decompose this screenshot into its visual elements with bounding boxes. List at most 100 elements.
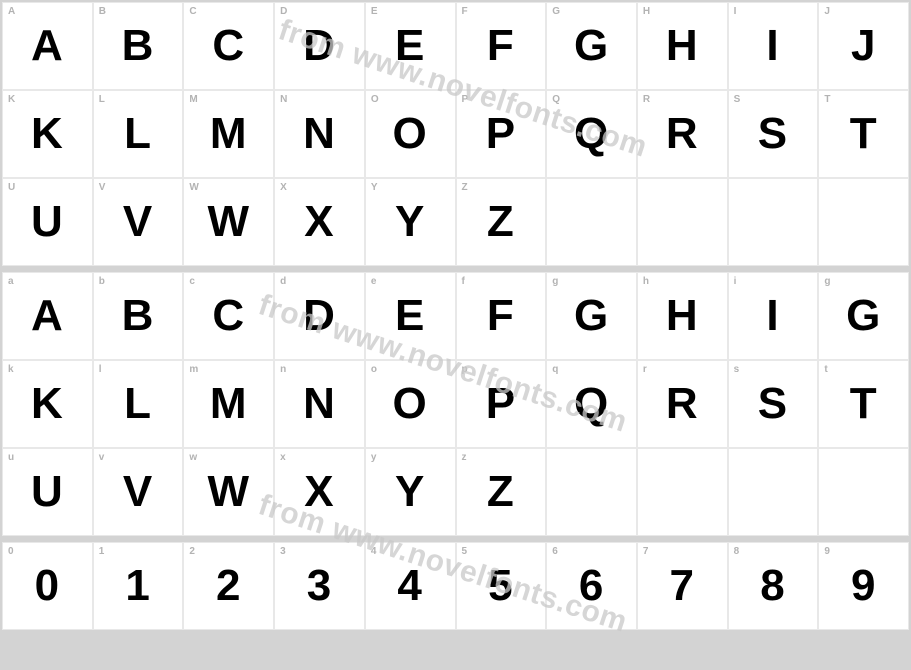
glyph-cell: UU	[2, 178, 93, 266]
cell-glyph: J	[851, 21, 876, 71]
cell-glyph: G	[574, 291, 609, 341]
glyph-cell	[637, 448, 728, 536]
glyph-cell: EE	[365, 2, 456, 90]
cell-glyph: 4	[397, 561, 422, 611]
glyph-cell: bB	[93, 272, 184, 360]
cell-glyph: V	[123, 197, 153, 247]
cell-glyph: L	[124, 379, 152, 429]
glyph-cell: vV	[93, 448, 184, 536]
cell-glyph: P	[486, 109, 516, 159]
glyph-row: kKlLmMnNoOpPqQrRsStT	[2, 360, 909, 448]
cell-glyph: K	[31, 379, 64, 429]
cell-label: 2	[189, 546, 195, 557]
cell-glyph: P	[486, 379, 516, 429]
cell-glyph: B	[122, 21, 155, 71]
cell-glyph: F	[487, 291, 515, 341]
glyph-cell: 00	[2, 542, 93, 630]
cell-label: O	[371, 94, 379, 105]
glyph-cell: 33	[274, 542, 365, 630]
cell-label: s	[734, 364, 740, 375]
glyph-cell: 44	[365, 542, 456, 630]
glyph-cell: lL	[93, 360, 184, 448]
cell-label: N	[280, 94, 288, 105]
cell-label: z	[462, 452, 467, 463]
cell-glyph: V	[123, 467, 153, 517]
cell-glyph: Y	[395, 467, 425, 517]
glyph-row: uUvVwWxXyYzZ	[2, 448, 909, 536]
glyph-row: KKLLMMNNOOPPQQRRSSTT	[2, 90, 909, 178]
glyph-cell: fF	[456, 272, 547, 360]
glyph-cell: 99	[818, 542, 909, 630]
cell-label: S	[734, 94, 741, 105]
cell-glyph: Q	[574, 109, 609, 159]
cell-glyph: G	[846, 291, 881, 341]
glyph-cell: XX	[274, 178, 365, 266]
glyph-cell: YY	[365, 178, 456, 266]
glyph-row: UUVVWWXXYYZZ	[2, 178, 909, 266]
glyph-cell	[546, 178, 637, 266]
cell-label: q	[552, 364, 558, 375]
glyph-section: AABBCCDDEEFFGGHHIIJJKKLLMMNNOOPPQQRRSSTT…	[2, 2, 909, 266]
cell-label: B	[99, 6, 107, 17]
glyph-cell: QQ	[546, 90, 637, 178]
cell-glyph: O	[393, 379, 428, 429]
cell-glyph: 7	[670, 561, 695, 611]
cell-glyph: H	[666, 21, 699, 71]
cell-label: t	[824, 364, 828, 375]
cell-glyph: 8	[760, 561, 785, 611]
cell-glyph: Z	[487, 197, 515, 247]
cell-glyph: A	[31, 21, 64, 71]
cell-label: c	[189, 276, 195, 287]
cell-label: X	[280, 182, 287, 193]
cell-label: b	[99, 276, 105, 287]
cell-label: v	[99, 452, 105, 463]
cell-label: M	[189, 94, 198, 105]
glyph-cell: II	[728, 2, 819, 90]
glyph-chart-container: AABBCCDDEEFFGGHHIIJJKKLLMMNNOOPPQQRRSSTT…	[0, 2, 911, 630]
glyph-cell: eE	[365, 272, 456, 360]
glyph-cell: HH	[637, 2, 728, 90]
glyph-cell: dD	[274, 272, 365, 360]
cell-glyph: H	[666, 291, 699, 341]
glyph-cell: aA	[2, 272, 93, 360]
glyph-cell: FF	[456, 2, 547, 90]
cell-label: 5	[462, 546, 468, 557]
cell-label: Y	[371, 182, 378, 193]
cell-glyph: M	[210, 379, 248, 429]
glyph-cell	[637, 178, 728, 266]
glyph-cell: AA	[2, 2, 93, 90]
glyph-cell: OO	[365, 90, 456, 178]
cell-label: r	[643, 364, 647, 375]
cell-label: V	[99, 182, 106, 193]
cell-glyph: N	[303, 379, 336, 429]
cell-label: 3	[280, 546, 286, 557]
glyph-cell: ZZ	[456, 178, 547, 266]
glyph-cell: cC	[183, 272, 274, 360]
cell-glyph: X	[304, 197, 334, 247]
cell-glyph: R	[666, 109, 699, 159]
cell-glyph: X	[304, 467, 334, 517]
cell-label: w	[189, 452, 197, 463]
cell-label: n	[280, 364, 286, 375]
cell-label: h	[643, 276, 649, 287]
glyph-cell: 11	[93, 542, 184, 630]
cell-label: T	[824, 94, 830, 105]
cell-label: U	[8, 182, 16, 193]
cell-glyph: E	[395, 21, 425, 71]
cell-glyph: 2	[216, 561, 241, 611]
cell-glyph: Q	[574, 379, 609, 429]
glyph-cell: TT	[818, 90, 909, 178]
glyph-cell: oO	[365, 360, 456, 448]
glyph-cell: zZ	[456, 448, 547, 536]
glyph-cell: 88	[728, 542, 819, 630]
cell-label: x	[280, 452, 286, 463]
cell-label: L	[99, 94, 105, 105]
glyph-cell: tT	[818, 360, 909, 448]
glyph-cell: DD	[274, 2, 365, 90]
cell-label: 1	[99, 546, 105, 557]
glyph-cell: CC	[183, 2, 274, 90]
cell-label: Z	[462, 182, 468, 193]
glyph-cell: yY	[365, 448, 456, 536]
glyph-cell: 77	[637, 542, 728, 630]
cell-glyph: C	[212, 21, 245, 71]
